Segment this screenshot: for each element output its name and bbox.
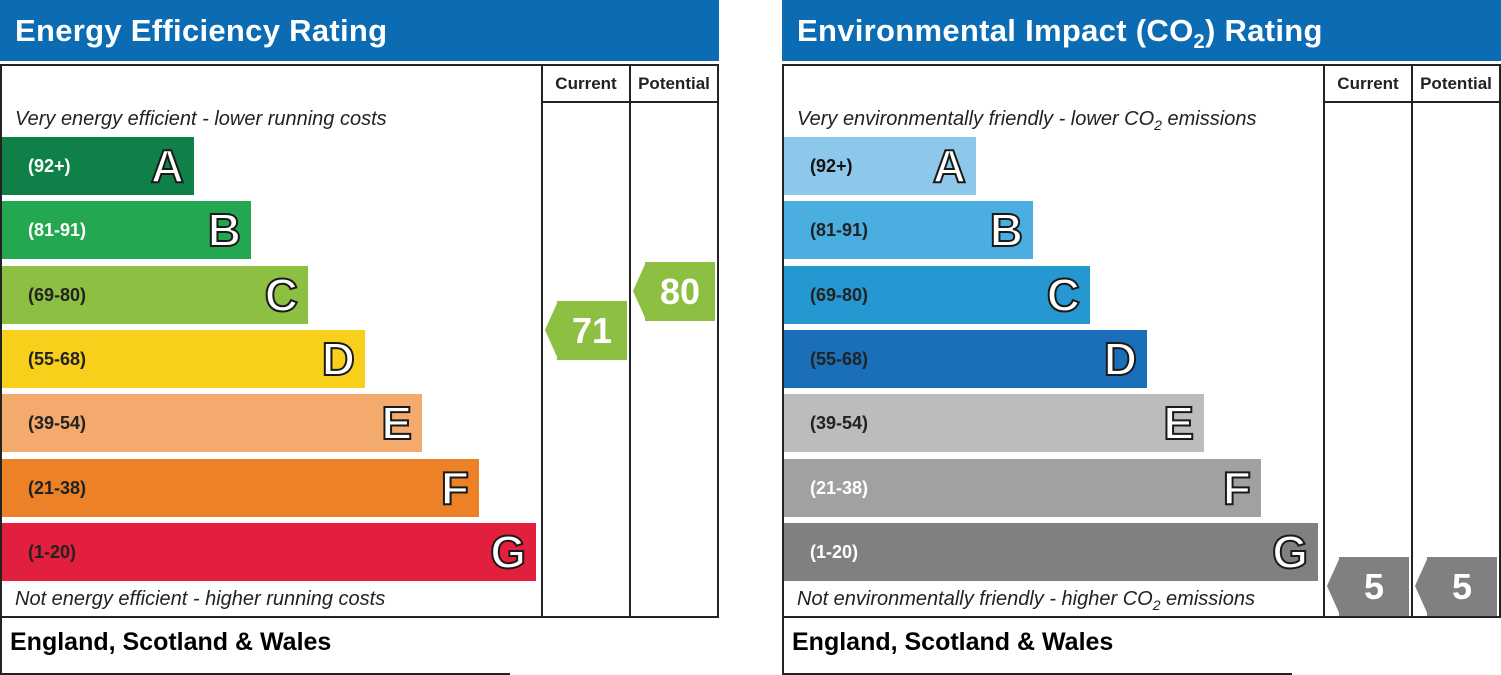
header-divider xyxy=(541,101,719,103)
current-column-header: Current xyxy=(555,74,617,93)
band-range-label: (92+) xyxy=(28,156,71,176)
energy-efficiency-panel: Energy Efficiency Rating Current Potenti… xyxy=(0,0,719,675)
bottom-caption: Not energy efficient - higher running co… xyxy=(15,588,386,610)
band-range-label: (21-38) xyxy=(810,477,869,498)
bottom-caption: Not environmentally friendly - higher CO… xyxy=(797,588,1255,613)
chart-frame xyxy=(782,64,1501,618)
band-c: (69-80) C xyxy=(2,265,308,324)
band-e: (39-54) E xyxy=(2,394,422,453)
band-f: (21-38) F xyxy=(784,458,1261,517)
marker-arrow xyxy=(1415,556,1428,615)
title-subscript: 2 xyxy=(1193,31,1205,54)
band-range-label: (55-68) xyxy=(810,348,869,369)
column-divider xyxy=(629,64,631,618)
band-b: (81-91) B xyxy=(784,201,1033,260)
band-letter: C xyxy=(1046,268,1081,322)
band-letter: B xyxy=(989,203,1024,257)
band-letter: E xyxy=(380,396,413,450)
band-g: (1-20) G xyxy=(2,522,536,581)
band-letter: D xyxy=(1103,332,1138,386)
marker-arrow xyxy=(545,300,558,359)
band-range-label: (69-80) xyxy=(810,284,869,305)
band-range-label: (39-54) xyxy=(28,413,87,434)
band-letter: E xyxy=(1162,396,1195,450)
title-end: ) Rating xyxy=(1204,13,1323,48)
marker-arrow xyxy=(1327,556,1340,615)
potential-rating-value: 5 xyxy=(1427,556,1497,616)
marker-arrow xyxy=(633,261,646,320)
caption-main: Very environmentally friendly - lower CO xyxy=(797,108,1155,130)
band-letter: A xyxy=(150,139,185,193)
band-range-label: (69-80) xyxy=(28,284,87,305)
band-range-label: (1-20) xyxy=(28,541,77,562)
band-a: (92+) A xyxy=(784,137,976,195)
potential-rating-marker: 5 xyxy=(1415,556,1497,616)
title-main: Environmental Impact (CO xyxy=(797,13,1194,48)
band-a: (92+) A xyxy=(2,137,194,195)
column-divider xyxy=(1411,64,1413,618)
band-d: (55-68) D xyxy=(2,329,365,388)
footer-box xyxy=(0,618,510,675)
band-letter: D xyxy=(321,332,356,386)
chart-frame xyxy=(0,64,719,618)
header-divider xyxy=(1323,101,1501,103)
top-caption: Very environmentally friendly - lower CO… xyxy=(797,108,1256,133)
environmental-impact-title: Environmental Impact (CO2) Rating xyxy=(782,0,1501,61)
caption-main: Not environmentally friendly - higher CO xyxy=(797,588,1153,610)
band-g: (1-20) G xyxy=(784,522,1318,581)
current-rating-value: 5 xyxy=(1339,556,1409,616)
current-rating-marker: 5 xyxy=(1327,556,1409,616)
current-rating-value: 71 xyxy=(557,300,627,360)
potential-column-header: Potential xyxy=(1420,74,1492,93)
band-range-label: (55-68) xyxy=(28,348,87,369)
band-letter: A xyxy=(932,139,967,193)
environmental-impact-panel: Environmental Impact (CO2) Rating Curren… xyxy=(782,0,1501,675)
band-range-label: (1-20) xyxy=(810,541,859,562)
region-label: England, Scotland & Wales xyxy=(10,628,332,656)
band-letter: G xyxy=(1271,525,1309,579)
band-d: (55-68) D xyxy=(784,329,1147,388)
caption-subscript: 2 xyxy=(1154,117,1162,133)
potential-rating-value: 80 xyxy=(645,261,715,321)
band-e: (39-54) E xyxy=(784,394,1204,453)
column-divider xyxy=(541,64,543,618)
band-letter: G xyxy=(489,525,527,579)
band-range-label: (92+) xyxy=(810,156,853,176)
caption-subscript: 2 xyxy=(1152,597,1161,613)
band-letter: F xyxy=(1222,461,1252,515)
top-caption: Very energy efficient - lower running co… xyxy=(15,108,387,130)
band-b: (81-91) B xyxy=(2,201,251,260)
band-letter: F xyxy=(440,461,470,515)
energy-efficiency-title: Energy Efficiency Rating xyxy=(0,0,719,61)
band-letter: C xyxy=(264,268,299,322)
footer-box xyxy=(782,618,1292,675)
potential-rating-marker: 80 xyxy=(633,261,715,321)
band-letter: B xyxy=(207,203,242,257)
band-range-label: (21-38) xyxy=(28,477,87,498)
band-f: (21-38) F xyxy=(2,458,479,517)
band-c: (69-80) C xyxy=(784,265,1090,324)
caption-end: emissions xyxy=(1161,108,1257,130)
band-range-label: (81-91) xyxy=(28,220,87,241)
current-column-header: Current xyxy=(1337,74,1399,93)
column-divider xyxy=(1323,64,1325,618)
region-label: England, Scotland & Wales xyxy=(792,628,1114,656)
potential-column-header: Potential xyxy=(638,74,710,93)
band-range-label: (81-91) xyxy=(810,220,869,241)
band-range-label: (39-54) xyxy=(810,413,869,434)
caption-end: emissions xyxy=(1160,588,1255,610)
current-rating-marker: 71 xyxy=(545,300,627,360)
